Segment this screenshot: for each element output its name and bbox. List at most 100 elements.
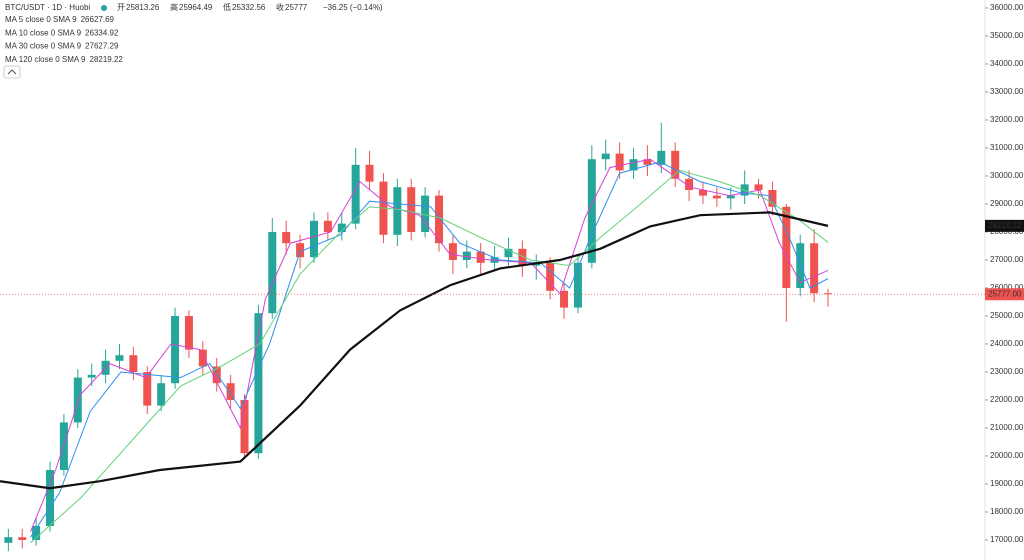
legend-name: MA 10 close 0 SMA 9 — [5, 28, 82, 37]
legend-name: MA 120 close 0 SMA 9 — [5, 55, 86, 64]
candle-body — [435, 195, 444, 244]
candle-body — [157, 383, 166, 406]
price-tag — [985, 288, 1024, 301]
candle-body — [268, 232, 277, 314]
candle-body — [796, 243, 805, 289]
candle-body — [587, 159, 596, 263]
candle-body — [337, 223, 346, 233]
candle-body — [129, 355, 138, 373]
candle-body — [629, 159, 638, 171]
ma-tag — [985, 219, 1024, 232]
candle-body — [407, 187, 416, 233]
candle-body — [726, 195, 735, 199]
candle-body — [824, 293, 833, 295]
y-tick-label: 29000.00 — [990, 199, 1024, 208]
ohlc-key: 高 — [170, 2, 178, 12]
y-tick-label: 26000.00 — [990, 283, 1024, 292]
legend-value: 28219.22 — [90, 55, 124, 64]
y-tick-label: 20000.00 — [990, 451, 1024, 460]
y-tick-label: 22000.00 — [990, 395, 1024, 404]
candle-body — [296, 243, 305, 258]
y-tick-label: 35000.00 — [990, 31, 1024, 40]
y-tick-label: 25000.00 — [990, 311, 1024, 320]
y-tick-label: 36000.00 — [990, 3, 1024, 12]
y-tick-label: 19000.00 — [990, 479, 1024, 488]
ma-tag-label: 28219.22 — [988, 221, 1022, 230]
price-tag-label: 25777.00 — [988, 289, 1022, 298]
ma-line — [30, 169, 829, 544]
candle-body — [351, 164, 360, 224]
y-tick-label: 34000.00 — [990, 59, 1024, 68]
legend-value: 26334.92 — [85, 28, 119, 37]
ohlc-key: 收 — [276, 2, 284, 12]
candle-body — [518, 248, 527, 266]
candle-body — [504, 248, 513, 258]
ohlc-value: 25964.49 — [179, 3, 213, 12]
candle-body — [212, 366, 221, 384]
legend-value: 27627.29 — [85, 42, 119, 51]
collapse-icon — [7, 69, 17, 75]
y-tick-label: 18000.00 — [990, 507, 1024, 516]
ma-line — [30, 158, 829, 532]
candle-body — [240, 400, 249, 454]
candle-body — [87, 374, 96, 378]
candle-body — [198, 349, 207, 367]
candle-body — [226, 383, 235, 401]
candle-body — [476, 251, 485, 263]
candle-body — [810, 243, 819, 294]
y-tick-label: 24000.00 — [990, 339, 1024, 348]
ma-line — [30, 161, 829, 538]
candle-body — [782, 206, 791, 289]
candle-body — [546, 262, 555, 291]
candle-body — [143, 372, 152, 406]
candle-body — [643, 159, 652, 165]
ohlc-value: 25332.56 — [232, 3, 266, 12]
candle-body — [768, 190, 777, 207]
candle-body — [115, 355, 124, 361]
legend-value: 26627.69 — [81, 15, 115, 24]
candle-body — [754, 184, 763, 191]
y-tick-label: 23000.00 — [990, 367, 1024, 376]
y-tick-label: 21000.00 — [990, 423, 1024, 432]
candle-body — [685, 178, 694, 191]
ohlc-key: 低 — [223, 2, 231, 12]
status-dot — [101, 5, 107, 11]
candle-body — [615, 153, 624, 171]
chart-title: BTC/USDT · 1D · Huobi — [5, 3, 90, 12]
candle-body — [73, 377, 82, 423]
collapse-button[interactable] — [3, 65, 21, 79]
candle-body — [712, 195, 721, 199]
ohlc-key: 开 — [117, 3, 125, 12]
candle-body — [309, 220, 318, 258]
y-tick-label: 32000.00 — [990, 115, 1024, 124]
candle-body — [4, 537, 13, 543]
candle-body — [421, 195, 430, 233]
candle-body — [46, 470, 55, 527]
candle-body — [560, 290, 569, 308]
y-tick-label: 31000.00 — [990, 143, 1024, 152]
legend-name: MA 5 close 0 SMA 9 — [5, 15, 77, 24]
y-tick-label: 30000.00 — [990, 171, 1024, 180]
candle-body — [323, 220, 332, 233]
candle-body — [671, 150, 680, 179]
candle-body — [282, 232, 291, 244]
y-tick-label: 27000.00 — [990, 255, 1024, 264]
candle-body — [171, 316, 180, 384]
change: −36.25 (−0.14%) — [323, 3, 383, 12]
y-tick-label: 33000.00 — [990, 87, 1024, 96]
legend-name: MA 30 close 0 SMA 9 — [5, 42, 82, 51]
candle-body — [393, 187, 402, 235]
candle-body — [462, 251, 471, 261]
candle-body — [601, 153, 610, 160]
candle-body — [698, 190, 707, 196]
candle-body — [184, 316, 193, 350]
candle-body — [32, 526, 41, 541]
candle-body — [657, 150, 666, 165]
candle-body — [573, 262, 582, 308]
candle-body — [254, 313, 263, 454]
candle-body — [365, 164, 374, 182]
ma-line — [0, 211, 829, 490]
y-tick-label: 17000.00 — [990, 535, 1024, 544]
